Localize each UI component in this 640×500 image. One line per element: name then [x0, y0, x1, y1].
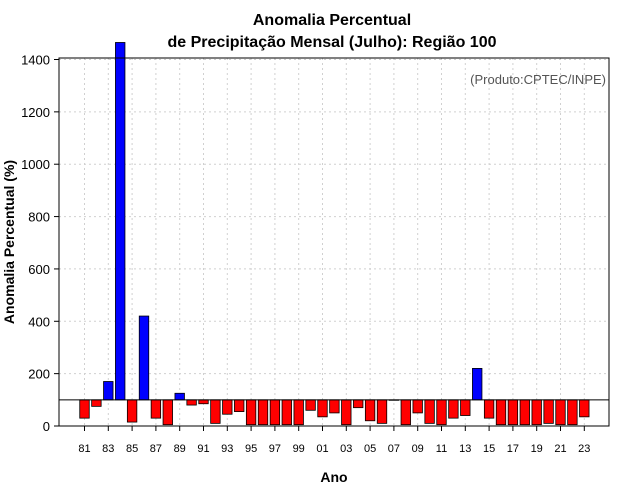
x-tick-label: 05: [364, 443, 376, 455]
x-tick-label: 97: [269, 443, 281, 455]
bar-98: [281, 399, 292, 426]
bar-08: [400, 399, 411, 426]
bar-86: [138, 315, 150, 401]
x-axis: 81 83 85 87 89 91 93 95 97 99 01 03 05 07 09 11 13 15 17 19…: [78, 426, 590, 455]
bar-85: [126, 399, 138, 423]
bar-82: [91, 399, 102, 407]
x-tick-label: 23: [578, 443, 590, 455]
bar-96: [257, 399, 269, 426]
bar-02: [329, 399, 340, 414]
bar-20: [543, 399, 554, 424]
x-tick-label: 81: [78, 443, 90, 455]
bar-88: [162, 399, 173, 426]
bar-01: [317, 399, 328, 418]
bar-19: [531, 399, 542, 426]
y-tick-label: 1000: [21, 157, 50, 172]
x-tick-label: 91: [197, 443, 209, 455]
bar-09: [412, 399, 423, 414]
x-tick-label: 13: [459, 443, 471, 455]
x-tick-label: 15: [483, 443, 495, 455]
x-tick-label: 11: [436, 443, 447, 455]
y-tick-label: 200: [28, 367, 50, 382]
bar-87: [150, 399, 162, 419]
y-tick-label: 400: [28, 314, 50, 329]
x-tick-label: 19: [531, 443, 543, 455]
grid-layer: [59, 58, 609, 426]
bar-83: [103, 381, 114, 401]
x-tick-label: 07: [388, 443, 400, 455]
chart-title-line2: de Precipitação Mensal (Julho): Região 1…: [168, 34, 497, 51]
bar-04: [353, 399, 364, 409]
x-tick-label: 85: [126, 443, 138, 455]
bar-10: [424, 399, 435, 424]
chart-title-line1: Anomalia Percentual: [253, 12, 411, 29]
chart-credit: (Produto:CPTEC/INPE): [470, 72, 606, 87]
bars-layer: [79, 42, 590, 426]
bar-95: [245, 399, 257, 426]
y-axis: 0 200 400 600 800 1000 1200 1400: [21, 53, 59, 434]
bar-22: [567, 399, 578, 426]
bar-91: [198, 399, 209, 405]
x-tick-label: 17: [507, 443, 519, 455]
x-tick-label: 99: [293, 443, 305, 455]
bar-11: [436, 399, 447, 426]
x-axis-title: Ano: [320, 469, 347, 485]
y-tick-label: 600: [28, 262, 50, 277]
y-axis-title: Anomalia Percentual (%): [1, 160, 17, 324]
x-tick-label: 21: [554, 443, 566, 455]
bar-13: [460, 399, 471, 416]
bar-97: [269, 399, 281, 426]
x-tick-label: 03: [340, 443, 352, 455]
y-tick-label: 800: [28, 210, 50, 225]
bar-89: [174, 392, 185, 401]
bar-81: [79, 399, 90, 419]
bar-03: [341, 399, 352, 426]
bar-00: [305, 399, 316, 411]
bar-90: [186, 399, 197, 406]
bar-94: [234, 399, 245, 413]
plot-frame: [58, 57, 610, 427]
y-tick-label: 0: [43, 419, 50, 434]
bar-05: [364, 399, 376, 422]
bar-23: [579, 399, 590, 418]
bar-14: [472, 368, 483, 401]
bar-92: [210, 399, 221, 424]
x-tick-label: 93: [221, 443, 233, 455]
x-tick-label: 95: [245, 443, 257, 455]
x-tick-label: 83: [102, 443, 114, 455]
bar-21: [555, 399, 566, 426]
bar-84: [115, 42, 126, 401]
x-tick-label: 89: [174, 443, 186, 455]
bar-17: [507, 399, 519, 426]
bar-18: [519, 399, 530, 426]
x-tick-label: 87: [150, 443, 162, 455]
y-tick-label: 1200: [21, 105, 50, 120]
bar-93: [222, 399, 233, 415]
bar-99: [293, 399, 304, 426]
bar-12: [448, 399, 459, 419]
bar-06: [376, 399, 388, 424]
y-tick-label: 1400: [21, 53, 50, 68]
x-tick-label: 09: [412, 443, 424, 455]
bar-16: [495, 399, 507, 426]
x-tick-label: 01: [316, 443, 328, 455]
bar-15: [483, 399, 495, 419]
